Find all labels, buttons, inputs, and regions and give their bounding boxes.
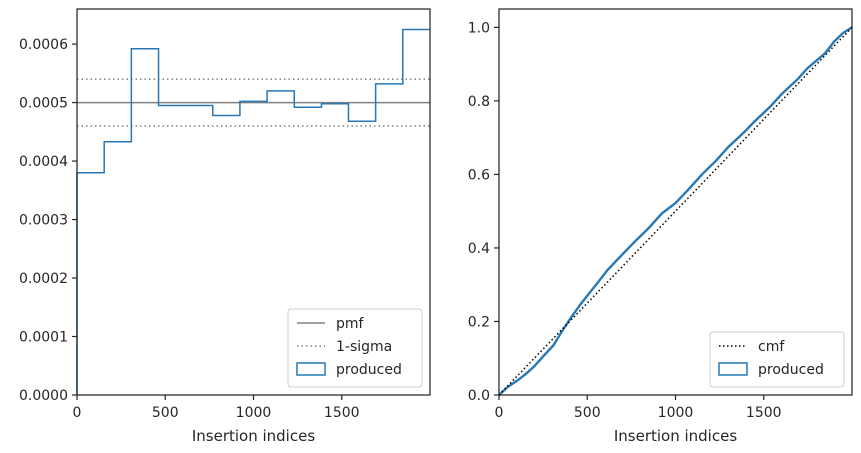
histogram-x-axis-label: Insertion indices <box>192 427 315 445</box>
y-tick-label: 0.0000 <box>19 388 68 404</box>
x-tick-label: 1500 <box>746 405 782 421</box>
x-tick-label: 1500 <box>324 405 360 421</box>
produced-cdf-line <box>498 26 853 396</box>
legend-box <box>287 308 423 388</box>
y-tick-label: 0.0004 <box>19 154 68 170</box>
y-tick-label: 0.4 <box>468 241 490 257</box>
cmf-line <box>498 26 853 396</box>
cmf-x-axis-label: Insertion indices <box>614 427 737 445</box>
legend-produced-swatch <box>718 362 748 376</box>
legend-pmf-label: pmf <box>336 316 365 332</box>
y-tick-label: 0.0005 <box>19 96 68 112</box>
histogram-bin <box>77 173 104 395</box>
y-tick-label: 0.0003 <box>19 213 68 229</box>
cmf-panel: 0 500 1000 1500 0.0 0.2 0.4 0.6 0.8 1.0 Insertion… <box>468 8 853 445</box>
histogram-bin <box>159 106 186 396</box>
cmf-marks <box>498 26 853 396</box>
cmf-ticks: 0 500 1000 1500 0.0 0.2 0.4 0.6 0.8 1.0 <box>468 20 782 421</box>
histogram-bin <box>104 142 131 395</box>
y-tick-label: 0.0002 <box>19 271 68 287</box>
x-tick-label: 0 <box>73 405 82 421</box>
y-tick-label: 0.0 <box>468 388 490 404</box>
x-tick-label: 1000 <box>236 405 272 421</box>
y-tick-label: 0.0006 <box>19 37 68 53</box>
produced-step-line <box>76 28 430 395</box>
legend-produced-label: produced <box>336 362 402 378</box>
y-tick-label: 0.6 <box>468 167 490 183</box>
histogram-legend: pmf 1-sigma produced <box>287 308 423 388</box>
histogram-marks <box>76 28 430 396</box>
x-tick-label: 500 <box>574 405 601 421</box>
histogram-bin <box>131 49 158 395</box>
y-tick-label: 1.0 <box>468 20 490 36</box>
legend-sigma-label: 1-sigma <box>336 339 392 355</box>
histogram-bin <box>240 101 267 395</box>
cmf-legend: cmf produced <box>709 331 845 388</box>
histogram-bin <box>186 106 213 396</box>
y-tick-label: 0.0001 <box>19 330 68 346</box>
x-tick-label: 0 <box>495 405 504 421</box>
x-tick-label: 500 <box>152 405 179 421</box>
histogram-panel: 0 500 1000 1500 0.0000 0.0001 0.0002 0.0003 0.00… <box>19 8 431 445</box>
histogram-ticks: 0 500 1000 1500 0.0000 0.0001 0.0002 0.0003 0.00… <box>19 37 360 421</box>
y-tick-label: 0.8 <box>468 94 490 110</box>
y-tick-label: 0.2 <box>468 314 490 330</box>
legend-produced-label: produced <box>758 362 824 378</box>
histogram-bin <box>213 115 240 395</box>
legend-cmf-label: cmf <box>758 339 785 355</box>
x-tick-label: 1000 <box>658 405 694 421</box>
legend-produced-swatch <box>296 362 326 376</box>
